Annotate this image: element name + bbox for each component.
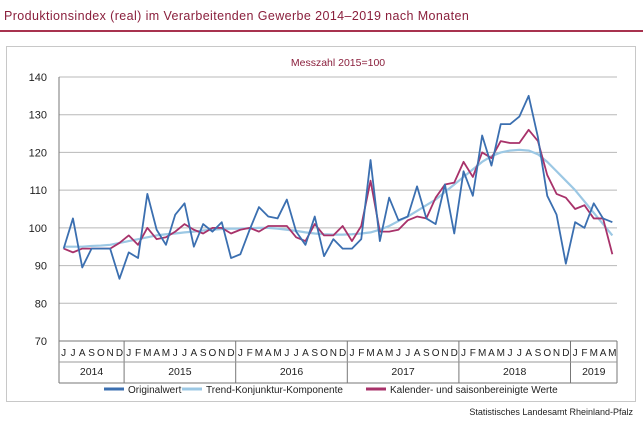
- x-tick-label: N: [441, 348, 448, 359]
- x-tick-label: A: [153, 348, 160, 359]
- x-tick-label: N: [218, 348, 225, 359]
- x-tick-label: F: [358, 348, 364, 359]
- x-tick-label: N: [553, 348, 560, 359]
- x-tick-label: S: [200, 348, 207, 359]
- year-label: 2015: [168, 366, 192, 378]
- year-label: 2014: [80, 366, 104, 378]
- x-tick-label: A: [414, 348, 421, 359]
- x-tick-label: S: [423, 348, 430, 359]
- title-rule: [0, 30, 643, 32]
- x-tick-label: J: [61, 348, 66, 359]
- x-tick-label: A: [488, 348, 495, 359]
- x-tick-label: O: [432, 348, 440, 359]
- x-tick-label: F: [470, 348, 476, 359]
- x-tick-label: D: [116, 348, 123, 359]
- y-tick-label: 70: [35, 336, 47, 348]
- x-tick-label: A: [79, 348, 86, 359]
- x-tick-label: S: [311, 348, 318, 359]
- x-tick-label: J: [405, 348, 410, 359]
- y-tick-label: 100: [29, 223, 47, 235]
- x-tick-label: N: [107, 348, 114, 359]
- chart-title: Produktionsindex (real) im Verarbeitende…: [4, 9, 470, 23]
- x-tick-label: M: [273, 348, 281, 359]
- x-tick-label: J: [508, 348, 513, 359]
- x-tick-label: M: [478, 348, 486, 359]
- chart-frame: [6, 46, 636, 402]
- x-tick-label: J: [349, 348, 354, 359]
- x-tick-label: M: [590, 348, 598, 359]
- x-tick-label: J: [573, 348, 578, 359]
- year-label: 2016: [280, 366, 304, 378]
- x-tick-label: M: [255, 348, 263, 359]
- y-tick-label: 90: [35, 261, 47, 273]
- legend-label: Originalwert: [128, 385, 182, 396]
- x-tick-label: J: [396, 348, 401, 359]
- x-tick-label: O: [97, 348, 105, 359]
- x-tick-label: M: [608, 348, 616, 359]
- x-tick-label: O: [320, 348, 328, 359]
- x-tick-label: O: [209, 348, 217, 359]
- x-tick-label: O: [543, 348, 551, 359]
- year-label: 2018: [503, 366, 527, 378]
- y-tick-label: 110: [29, 185, 47, 197]
- x-tick-label: A: [191, 348, 198, 359]
- series-line-originalwert: [62, 94, 613, 280]
- x-tick-label: M: [366, 348, 374, 359]
- chart-subtitle: Messzahl 2015=100: [291, 57, 385, 69]
- y-tick-label: 130: [29, 110, 47, 122]
- year-label: 2017: [391, 366, 415, 378]
- x-tick-label: J: [461, 348, 466, 359]
- y-tick-label: 80: [35, 298, 47, 310]
- x-tick-label: D: [339, 348, 346, 359]
- x-tick-label: A: [377, 348, 384, 359]
- x-tick-label: S: [88, 348, 95, 359]
- x-tick-label: F: [135, 348, 141, 359]
- x-tick-label: J: [238, 348, 243, 359]
- y-tick-label: 140: [29, 72, 47, 84]
- x-tick-label: J: [284, 348, 289, 359]
- x-tick-label: J: [173, 348, 178, 359]
- x-tick-label: J: [70, 348, 75, 359]
- x-tick-label: J: [126, 348, 131, 359]
- x-tick-label: M: [497, 348, 505, 359]
- x-tick-label: A: [265, 348, 272, 359]
- source-note: Statistisches Landesamt Rheinland-Pfalz: [469, 407, 633, 417]
- x-tick-label: F: [581, 348, 587, 359]
- y-tick-label: 120: [29, 147, 47, 159]
- x-tick-label: A: [302, 348, 309, 359]
- x-tick-label: M: [162, 348, 170, 359]
- x-tick-label: J: [182, 348, 187, 359]
- x-tick-label: A: [600, 348, 607, 359]
- x-tick-label: D: [227, 348, 234, 359]
- x-tick-label: D: [562, 348, 569, 359]
- x-tick-label: A: [525, 348, 532, 359]
- series-line-saisonbereinigt: [63, 128, 614, 255]
- legend-label: Trend-Konjunktur-Komponente: [206, 385, 343, 396]
- year-label: 2019: [582, 366, 606, 378]
- x-tick-label: N: [330, 348, 337, 359]
- x-tick-label: M: [385, 348, 393, 359]
- x-tick-label: D: [451, 348, 458, 359]
- legend-label: Kalender- und saisonbereinigte Werte: [390, 385, 558, 396]
- series-line-trend: [63, 148, 614, 248]
- x-tick-label: M: [143, 348, 151, 359]
- x-tick-label: J: [294, 348, 299, 359]
- x-tick-label: S: [535, 348, 542, 359]
- x-tick-label: F: [247, 348, 253, 359]
- x-tick-label: J: [517, 348, 522, 359]
